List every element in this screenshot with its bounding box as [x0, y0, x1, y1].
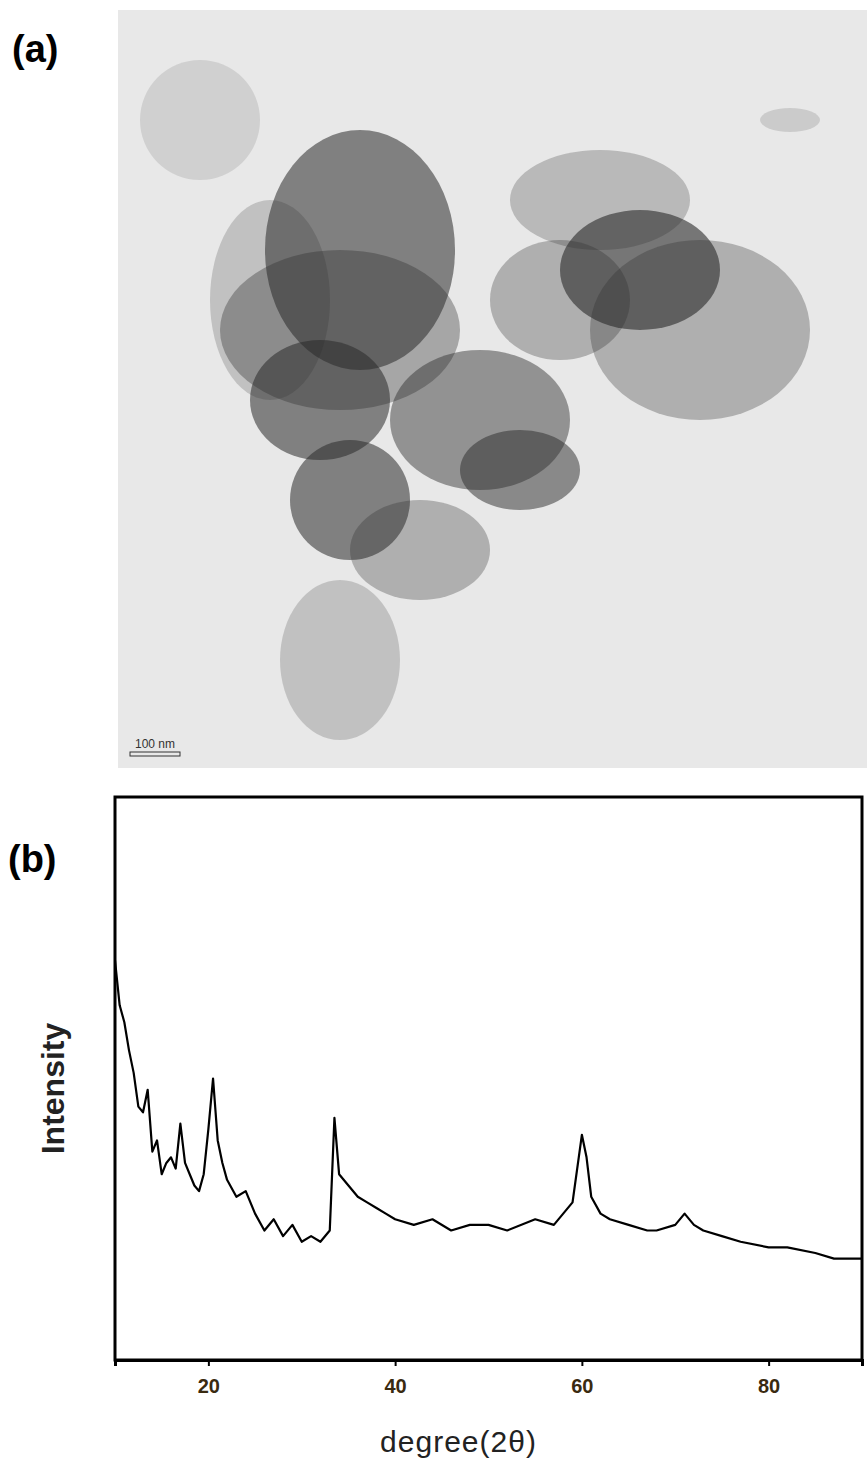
- plot-area: [115, 960, 862, 1258]
- particle: [140, 60, 260, 180]
- tem-image: 100 nm: [118, 10, 867, 768]
- x-tick-mark: [768, 1360, 770, 1366]
- particle: [460, 430, 580, 510]
- x-tick-mark: [581, 1360, 583, 1366]
- particle: [510, 150, 690, 250]
- x-tick-label: 20: [198, 1375, 220, 1397]
- x-tick-label: 40: [385, 1375, 407, 1397]
- particle: [210, 200, 330, 400]
- xrd-line: [115, 960, 862, 1258]
- x-tick-label: 80: [758, 1375, 780, 1397]
- plot-frame: [115, 797, 862, 1360]
- scale-bar: [130, 752, 180, 756]
- particle: [350, 500, 490, 600]
- particle: [280, 580, 400, 740]
- x-tick: 40: [385, 1360, 407, 1397]
- y-axis-title: Intensity: [35, 1023, 71, 1155]
- x-axis-title: degree(2θ): [380, 1425, 537, 1458]
- x-axis: 20 40 60 80: [116, 1360, 863, 1397]
- x-tick-label: 60: [571, 1375, 593, 1397]
- scale-bar-label: 100 nm: [135, 737, 175, 751]
- image-background: [118, 10, 867, 768]
- particle: [590, 240, 810, 420]
- panel-label: (b): [8, 838, 57, 880]
- x-tick-mark: [208, 1360, 210, 1366]
- x-tick-mark: [395, 1360, 397, 1366]
- particle: [760, 108, 820, 132]
- x-tick: 20: [198, 1360, 220, 1397]
- x-axis-line: [116, 1361, 863, 1367]
- x-tick: 60: [571, 1360, 593, 1397]
- panel-label: (a): [12, 28, 58, 70]
- x-tick: 80: [758, 1360, 780, 1397]
